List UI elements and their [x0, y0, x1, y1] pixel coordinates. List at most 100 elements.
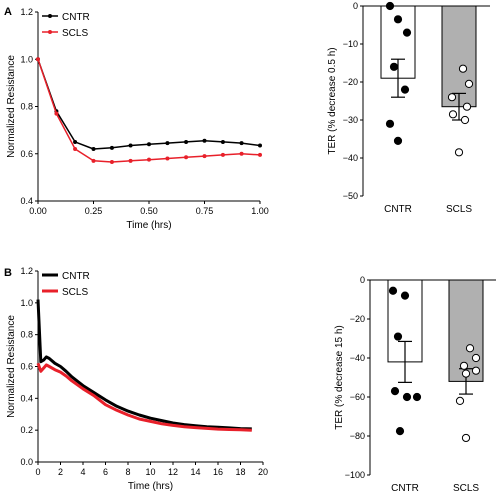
- data-point-scls: [462, 102, 472, 111]
- data-point-scls: [147, 157, 151, 162]
- data-point-cntr: [402, 392, 412, 402]
- x-tick-label: 12: [168, 467, 178, 477]
- data-point-cntr: [400, 85, 410, 94]
- x-tick-label: 0.75: [196, 206, 214, 216]
- y-tick-label: 0.2: [20, 425, 33, 435]
- line-chart-a: 0.00 0.25 0.50 0.75 1.00 0.4 0.6 0.8 1.0 1.2 Time …: [6, 7, 269, 231]
- data-point-scls: [471, 366, 481, 375]
- bar-chart-a: 0 −10 −20 −30 −40 −50 TER (% decrease 0.5 h) CN…: [327, 1, 490, 215]
- panel-label-b: B: [4, 267, 12, 279]
- data-point-scls: [54, 111, 59, 116]
- data-point-scls: [165, 156, 170, 161]
- y-tick-label: 1.2: [20, 7, 33, 17]
- y-tick-label: 0.4: [20, 196, 33, 206]
- y-tick-label: 0.4: [20, 393, 33, 403]
- x-tick-label: 6: [103, 467, 108, 477]
- x-category-label-scls: SCLS: [446, 204, 472, 215]
- data-point-cntr: [390, 387, 400, 396]
- y-axis-label: Normalized Resistance: [6, 55, 17, 158]
- y-tick-label: −40: [350, 353, 365, 363]
- series-line-scls: [36, 362, 252, 432]
- x-category-label-cntr: CNTR: [384, 204, 412, 215]
- y-tick-label: −20: [343, 77, 358, 87]
- x-tick-label: 4: [80, 467, 85, 477]
- y-tick-label: −60: [350, 392, 365, 402]
- data-point-cntr: [109, 145, 114, 150]
- y-tick-label: −20: [350, 314, 365, 324]
- data-point-cntr: [239, 141, 244, 146]
- data-point-cntr: [147, 142, 151, 147]
- data-point-cntr: [202, 138, 207, 143]
- y-tick-label: 1.0: [20, 54, 33, 64]
- data-point-scls: [471, 353, 481, 363]
- data-point-cntr: [220, 139, 225, 144]
- data-point-scls: [73, 147, 78, 152]
- x-axis-label: Time (hrs): [126, 220, 171, 231]
- data-point-scls: [36, 57, 40, 62]
- y-tick-label: 0.8: [20, 102, 33, 112]
- data-point-scls: [91, 158, 96, 163]
- data-point-cntr: [400, 291, 410, 300]
- y-tick-label: 0: [360, 275, 365, 285]
- y-tick-label: 1.0: [20, 298, 33, 308]
- data-point-scls: [220, 152, 225, 157]
- x-tick-label: 0.00: [29, 206, 47, 216]
- x-tick-label: 0: [35, 467, 40, 477]
- x-tick-label: 20: [258, 467, 268, 477]
- data-point-cntr: [395, 427, 405, 436]
- x-category-label-scls: SCLS: [453, 483, 479, 494]
- y-tick-label: 0.0: [20, 457, 33, 467]
- series-line-cntr: [36, 299, 252, 431]
- y-tick-label: −50: [343, 191, 358, 201]
- data-point-cntr: [389, 62, 399, 71]
- panel-label-a: A: [4, 6, 12, 18]
- data-point-cntr: [385, 1, 395, 11]
- x-category-label-cntr: CNTR: [391, 483, 419, 494]
- y-tick-label: −40: [343, 153, 358, 163]
- data-point-scls: [258, 152, 262, 157]
- y-tick-label: 0.6: [20, 362, 33, 372]
- data-point-scls: [447, 93, 457, 102]
- y-tick-label: −10: [343, 39, 358, 49]
- data-point-cntr: [128, 143, 133, 148]
- data-point-cntr: [73, 139, 78, 144]
- data-point-scls: [128, 158, 133, 163]
- data-point-cntr: [258, 143, 262, 148]
- series-line-scls: [37, 59, 261, 163]
- x-tick-label: 0.50: [140, 206, 158, 216]
- x-tick-label: 14: [190, 467, 200, 477]
- bar-chart-b: 0 −20 −40 −60 −80 −100 TER (% decrease 15 h) CN…: [334, 275, 496, 494]
- data-point-scls: [109, 160, 114, 165]
- legend-label-cntr: CNTR: [62, 271, 90, 282]
- bar-scls: [441, 5, 477, 108]
- data-point-scls: [459, 361, 469, 370]
- y-axis-label: TER (% decrease 15 h): [334, 325, 345, 430]
- data-point-scls: [458, 64, 468, 73]
- x-tick-label: 0.25: [85, 206, 103, 216]
- data-point-scls: [239, 151, 244, 156]
- data-point-cntr: [393, 332, 403, 341]
- y-axis-label: Normalized Resistance: [6, 315, 17, 418]
- legend-label-scls: SCLS: [62, 287, 88, 298]
- data-point-cntr: [385, 119, 395, 128]
- data-point-scls: [460, 115, 470, 125]
- data-point-scls: [455, 396, 465, 405]
- data-point-cntr: [388, 286, 398, 295]
- legend-label-scls: SCLS: [62, 28, 88, 39]
- data-point-scls: [461, 369, 471, 378]
- x-tick-label: 16: [213, 467, 223, 477]
- x-tick-label: 2: [58, 467, 63, 477]
- x-tick-label: 10: [145, 467, 155, 477]
- data-point-cntr: [165, 141, 170, 146]
- y-tick-label: 0.8: [20, 330, 33, 340]
- x-tick-label: 18: [235, 467, 245, 477]
- y-tick-label: −80: [350, 431, 365, 441]
- line-chart-b: 0 2 4 6 8 10 12 14 16 18 20 0.0 0.2 0.4 0.6 0.8 1.0 1.2 Ti…: [6, 266, 268, 492]
- data-point-scls: [465, 344, 475, 353]
- legend-label-cntr: CNTR: [62, 12, 90, 23]
- data-point-cntr: [393, 15, 403, 24]
- data-point-cntr: [184, 139, 189, 144]
- legend-marker-cntr: [48, 14, 52, 18]
- data-point-scls: [461, 433, 471, 443]
